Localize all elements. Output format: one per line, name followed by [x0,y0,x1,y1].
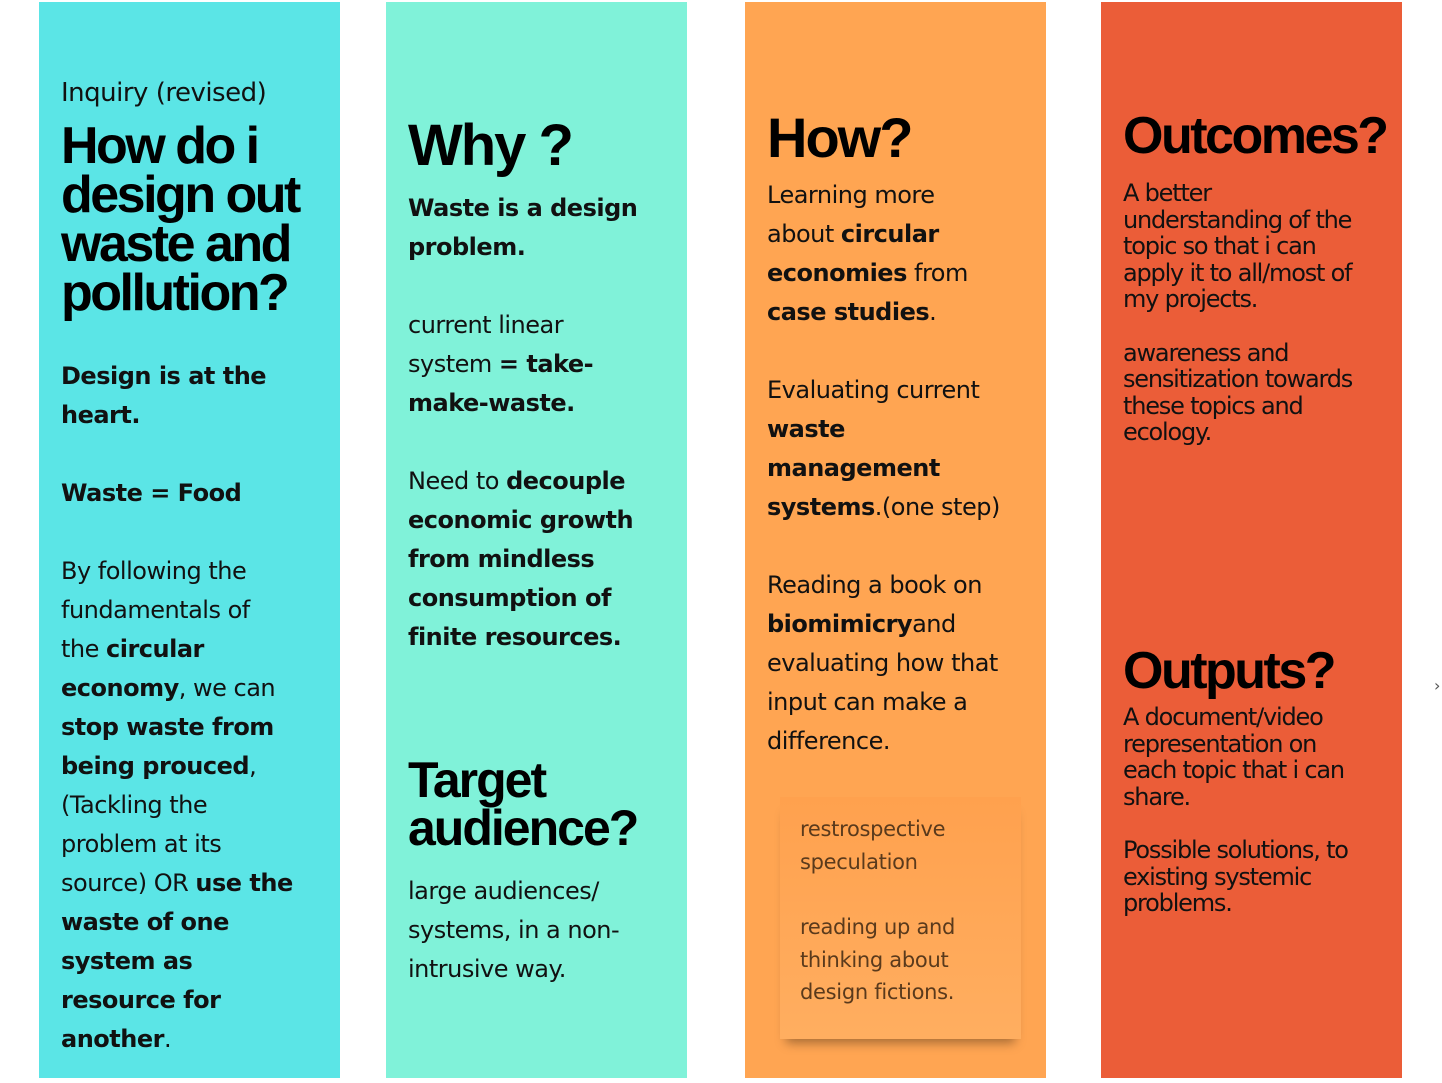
why-heading: Why ? [408,113,574,178]
inquiry-subtitle: Inquiry (revised) [61,78,267,108]
inquiry-column: Inquiry (revised) How do i design out wa… [39,2,340,1078]
edge-mark-icon: › [1434,676,1441,695]
how-heading: How? [767,106,913,169]
outcomes-text: A better understanding of the topic so t… [1123,179,1353,446]
inquiry-text: Design is at the heart. Waste = Food By … [61,362,293,1053]
outputs-heading: Outputs? [1123,642,1337,700]
outputs-text: A document/video representation on each … [1123,703,1349,917]
why-text: Waste is a design problem. current linea… [408,194,638,651]
how-text: Learning more about circular economies f… [767,181,1000,755]
outcomes-column: Outcomes? A better understanding of the … [1101,2,1402,1078]
outcomes-heading: Outcomes? [1123,107,1389,165]
inquiry-title: How do i design out waste and pollution? [61,117,301,322]
why-column: Why ? Waste is a design problem. current… [386,2,687,1078]
target-audience-text: large audiences/ systems, in a non- intr… [408,877,620,983]
sticky-note[interactable]: restrospective speculation reading up an… [780,797,1021,1039]
how-column: How? Learning more about circular econom… [745,2,1046,1078]
target-audience-heading: Target audience? [408,752,639,856]
